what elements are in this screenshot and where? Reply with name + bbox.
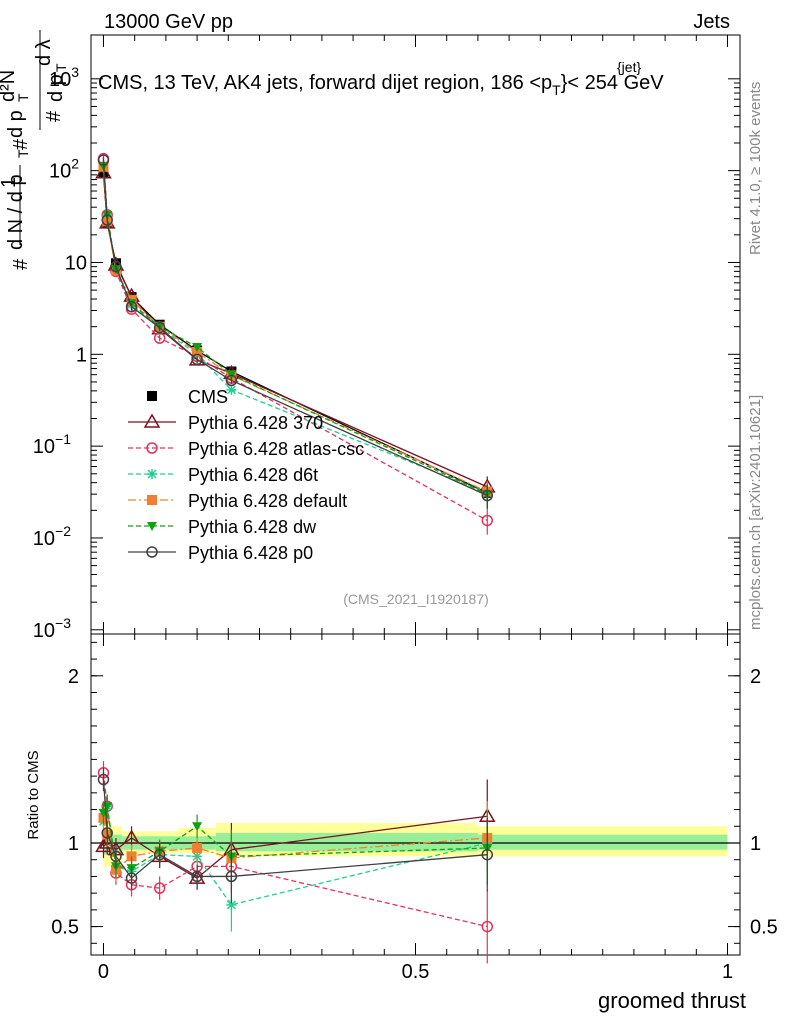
- ratio-point-5-5: [191, 870, 203, 883]
- ratio-xtick-label-1: 0.5: [402, 961, 430, 983]
- main-ytick-label-0: 10−3: [33, 615, 71, 642]
- ratio-series-5: [97, 767, 494, 904]
- ratio-ytick-label-right-2: 2: [750, 666, 761, 688]
- svg-text:1: 1: [0, 177, 20, 188]
- legend-label-1: Pythia 6.428 370: [188, 413, 323, 433]
- main-point-2-7: [481, 514, 494, 527]
- plot-title-end: }< 254 GeV: [561, 72, 665, 94]
- svg-text:#: #: [10, 258, 32, 270]
- ratio-ytick-label-0: 0.5: [51, 917, 79, 939]
- legend-label-3: Pythia 6.428 d6t: [188, 465, 318, 485]
- ratio-point-5-4: [153, 848, 166, 861]
- main-point-6-2: [110, 260, 122, 273]
- svg-text:#: #: [43, 110, 65, 122]
- ratio-y-label: Ratio to CMS: [25, 750, 42, 839]
- legend-label-2: Pythia 6.428 atlas-csc: [188, 439, 364, 459]
- svg-text:T: T: [15, 149, 31, 158]
- ratio-series-1: [97, 761, 494, 964]
- ratio-xtick-label-2: 1: [722, 961, 733, 983]
- legend-label-6: Pythia 6.428 p0: [188, 543, 313, 563]
- ratio-point-5-1: [101, 827, 113, 839]
- side-label-bottom: mcplots.cern.ch [arXiv:2401.10621]: [747, 395, 764, 630]
- svg-text:d²N: d²N: [0, 70, 19, 102]
- main-series-line-5: [102, 166, 488, 495]
- main-point-6-6: [225, 374, 238, 387]
- main-series-line-4: [102, 166, 488, 493]
- legend-marker-1: [143, 413, 161, 428]
- ratio-ytick-label-2: 2: [68, 666, 79, 688]
- main-series-6: [97, 154, 494, 510]
- plot-title-sup: {jet}: [617, 59, 641, 75]
- legend-marker-2: [146, 442, 158, 454]
- ratio-point-5-2: [110, 850, 122, 863]
- main-series-line-6: [102, 160, 488, 497]
- main-ytick-label-2: 10−1: [33, 431, 71, 458]
- ratio-point-2-6: [226, 899, 237, 910]
- plot-title: CMS, 13 TeV, AK4 jets, forward dijet reg…: [98, 72, 664, 98]
- band-green-7: [247, 832, 478, 852]
- ratio-point-3-5: [192, 843, 203, 853]
- ratio-series-2: [98, 794, 493, 932]
- ratio-ytick-label-right-0: 0.5: [750, 917, 778, 939]
- svg-text:d λ: d λ: [33, 39, 55, 66]
- plot-title-sub: T: [552, 82, 561, 98]
- legend-marker-3: [147, 469, 157, 479]
- ratio-ytick-label-right-1: 1: [750, 833, 761, 855]
- ratio-series-line-3: [102, 817, 488, 871]
- main-point-3-6: [226, 384, 237, 395]
- svg-text:#: #: [10, 138, 32, 150]
- main-y-label: # d N / d p T 1 # d p T # d p T d λ d²N: [0, 30, 69, 270]
- legend-marker-6: [146, 546, 158, 558]
- legend-marker-0: [147, 391, 157, 401]
- main-point-6-7: [481, 489, 494, 502]
- svg-text:d p: d p: [5, 110, 27, 138]
- ratio-point-5-7: [481, 848, 494, 861]
- plot-title-main: CMS, 13 TeV, AK4 jets, forward dijet reg…: [98, 72, 552, 94]
- svg-text:d p: d p: [45, 74, 67, 102]
- ratio-point-1-7: [481, 920, 494, 933]
- ratio-point-5-3: [125, 872, 138, 884]
- ratio-point-0-3: [123, 829, 140, 844]
- legend-label-0: CMS: [188, 387, 228, 407]
- side-label-top: Rivet 4.1.0, ≥ 100k events: [747, 82, 764, 255]
- ratio-point-5-0: [97, 773, 110, 786]
- band-green-8: [477, 834, 728, 850]
- header-left: 13000 GeV pp: [104, 11, 233, 33]
- main-point-5-5: [192, 343, 203, 353]
- legend-label-4: Pythia 6.428 default: [188, 491, 347, 511]
- ratio-point-5-6: [225, 870, 238, 883]
- svg-text:T: T: [53, 63, 69, 72]
- svg-text:T: T: [15, 93, 31, 102]
- main-point-6-5: [191, 353, 203, 366]
- main-ytick-label-3: 1: [76, 344, 87, 366]
- ratio-point-1-4: [153, 882, 166, 894]
- main-ytick-label-1: 10−2: [33, 523, 71, 550]
- main-ytick-label-5: 102: [49, 156, 79, 183]
- analysis-id: (CMS_2021_I1920187): [343, 591, 489, 607]
- legend: CMS Pythia 6.428 370 Pythia 6.428 atlas-cs…: [128, 387, 364, 563]
- main-point-6-4: [153, 321, 166, 334]
- ratio-ytick-label-1: 1: [68, 833, 79, 855]
- ratio-series-line-4: [102, 804, 488, 869]
- legend-label-5: Pythia 6.428 dw: [188, 517, 317, 537]
- ratio-frame: [90, 633, 741, 956]
- ratio-xtick-label-0: 0: [98, 961, 109, 983]
- main-ytick-label-4: 10: [65, 252, 87, 274]
- legend-marker-4: [147, 495, 157, 505]
- main-point-6-3: [125, 300, 138, 313]
- header-right: Jets: [693, 11, 730, 33]
- ratio-point-4-5: [192, 822, 203, 832]
- main-point-6-0: [97, 154, 110, 166]
- legend-marker-5: [147, 522, 157, 531]
- main-point-6-1: [101, 214, 113, 226]
- svg-text:d N / d p: d N / d p: [5, 174, 27, 250]
- x-axis-label: groomed thrust: [598, 988, 746, 1013]
- ratio-panel: 0.5 0.5 1 1 2 2 0 0.5 1 groomed thrust Ratio to CM…: [25, 633, 778, 1013]
